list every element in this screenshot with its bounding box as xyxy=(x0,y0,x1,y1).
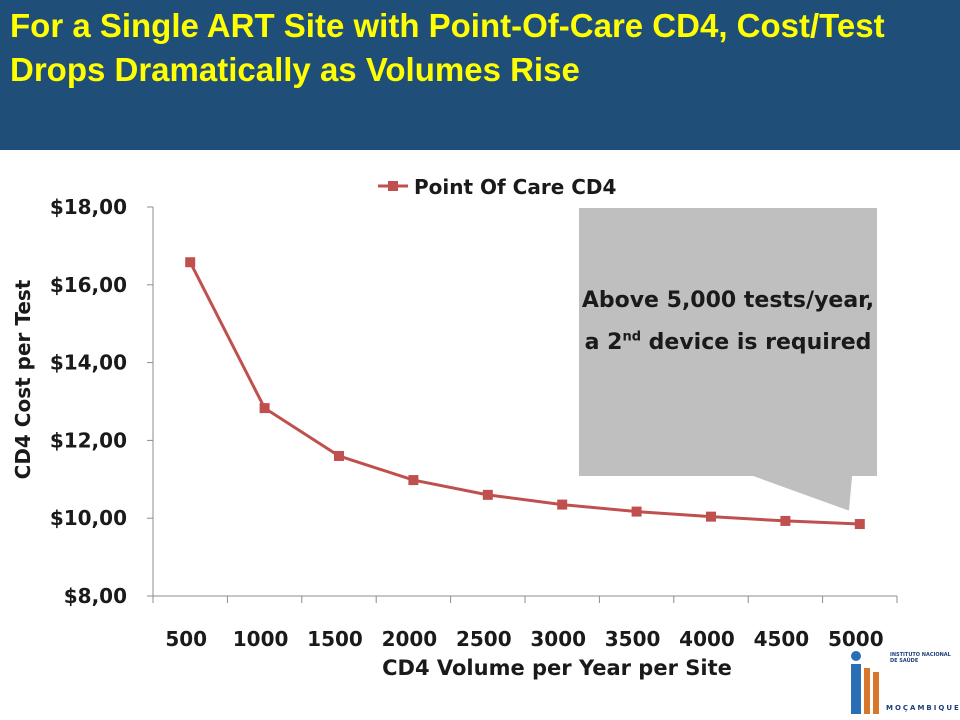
data-point xyxy=(631,506,642,517)
logo-text-line1: INSTITUTO NACIONAL DE SAÚDE xyxy=(890,652,951,664)
y-tick-label: $16,00 xyxy=(50,273,127,297)
y-tick-label: $18,00 xyxy=(50,195,127,219)
x-axis-label: CD4 Volume per Year per Site xyxy=(382,656,732,680)
x-tick-label: 1000 xyxy=(233,627,289,651)
slide-title: For a Single ART Site with Point-Of-Care… xyxy=(10,7,885,88)
y-tick-label: $12,00 xyxy=(50,428,127,452)
x-tick-labels: 500 1000 1500 2000 2500 3000 3500 4000 4500 5000 xyxy=(165,627,883,651)
x-tick-label: 2500 xyxy=(456,627,512,651)
data-point xyxy=(482,489,493,500)
y-axis-label: CD4 Cost per Test xyxy=(11,279,35,479)
data-point xyxy=(557,499,568,510)
data-point xyxy=(780,515,791,526)
y-tick-label: $10,00 xyxy=(50,506,127,530)
y-tick-labels: $8,00 $10,00 $12,00 $14,00 $16,00 $18,00 xyxy=(50,195,127,608)
x-tick-label: 4000 xyxy=(679,627,735,651)
line-chart: Point Of Care CD4 $8,00 $10,00 $12,00 $14,0… xyxy=(11,175,898,680)
chart-legend: Point Of Care CD4 xyxy=(378,175,616,199)
callout-text: Above 5,000 tests/year, a 2nd device is … xyxy=(580,280,876,364)
x-tick-label: 4500 xyxy=(754,627,810,651)
x-tick-label: 1500 xyxy=(307,627,363,651)
data-point xyxy=(334,450,344,461)
x-tick-label: 3000 xyxy=(530,627,586,651)
x-tick-label: 2000 xyxy=(382,627,438,651)
data-point xyxy=(854,519,865,530)
data-point xyxy=(185,257,196,268)
legend-marker-icon xyxy=(388,181,398,191)
chart-axes xyxy=(147,206,898,603)
callout-bubble xyxy=(577,206,879,514)
x-tick-label: 5000 xyxy=(828,627,884,651)
series-markers xyxy=(185,257,865,530)
series-line-point-of-care-cd4 xyxy=(188,261,860,526)
data-point xyxy=(408,475,419,486)
legend-label: Point Of Care CD4 xyxy=(414,175,616,199)
title-bar: For a Single ART Site with Point-Of-Care… xyxy=(0,0,960,150)
x-tick-label: 3500 xyxy=(605,627,661,651)
callout-text-main: Above 5,000 tests/year, a 2 xyxy=(581,288,875,355)
data-point xyxy=(259,403,270,414)
ins-logo-icon xyxy=(851,651,879,714)
callout-superscript: nd xyxy=(622,329,641,345)
x-tick-label: 500 xyxy=(165,627,207,651)
callout-text-end: device is required xyxy=(641,330,872,355)
y-tick-label: $8,00 xyxy=(64,584,127,608)
y-tick-label: $14,00 xyxy=(50,351,127,375)
data-point xyxy=(706,511,716,522)
logo-text-line2: MOÇAMBIQUE xyxy=(886,704,960,712)
